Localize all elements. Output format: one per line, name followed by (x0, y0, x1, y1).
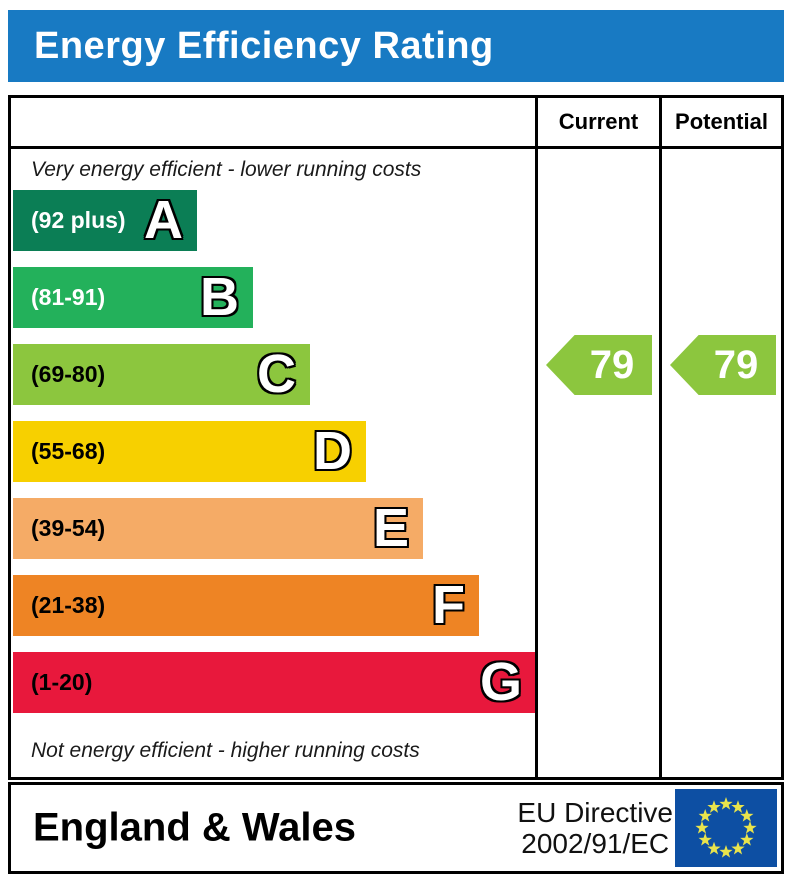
page-title: Energy Efficiency Rating (34, 24, 494, 67)
band-row-f: (21-38) F (13, 575, 479, 636)
footer: England & Wales EU Directive 2002/91/EC (8, 782, 784, 874)
band-range-label: (81-91) (31, 284, 106, 310)
band-letter: E (372, 497, 409, 558)
bottom-note: Not energy efficient - higher running co… (31, 739, 420, 762)
column-header-potential: Potential (659, 98, 781, 149)
eu-directive-line1: EU Directive (517, 797, 673, 828)
band-range-label: (55-68) (31, 438, 106, 464)
potential-rating-arrow-icon: 79 (670, 335, 776, 395)
table-corner-cell (11, 98, 535, 149)
band-row-c: (69-80) C (13, 344, 310, 405)
epc-rating-table: Current Potential Very energy efficient … (8, 95, 784, 780)
top-note: Very energy efficient - lower running co… (31, 158, 422, 181)
current-rating-column: 79 (535, 149, 659, 777)
potential-rating-column: 79 (659, 149, 781, 777)
eu-directive-label: EU Directive 2002/91/EC (517, 797, 673, 859)
band-row-b: (81-91) B (13, 267, 253, 328)
band-row-a: (92 plus) A (13, 190, 197, 251)
band-row-g: (1-20) G (13, 652, 536, 713)
band-letter: B (200, 266, 239, 327)
band-range-label: (92 plus) (31, 207, 126, 233)
current-rating-arrow-icon: 79 (546, 335, 652, 395)
current-rating-value: 79 (589, 343, 635, 387)
band-letter: A (144, 189, 183, 250)
eu-directive-line2: 2002/91/EC (521, 828, 670, 859)
band-range-label: (21-38) (31, 592, 106, 618)
band-range-label: (69-80) (31, 361, 106, 387)
region-label: England & Wales (33, 805, 357, 850)
band-row-e: (39-54) E (13, 498, 423, 559)
band-range-label: (39-54) (31, 515, 106, 541)
band-letter: D (313, 420, 352, 481)
column-header-current: Current (535, 98, 659, 149)
bands-column: Very energy efficient - lower running co… (11, 149, 536, 777)
band-range-label: (1-20) (31, 669, 93, 695)
band-letter: C (257, 343, 296, 404)
title-banner: Energy Efficiency Rating (8, 10, 784, 82)
potential-rating-value: 79 (713, 343, 759, 387)
band-letter: G (479, 651, 522, 712)
eu-flag-icon (675, 789, 777, 867)
band-row-d: (55-68) D (13, 421, 366, 482)
band-list: (92 plus) A (81-91) B (69-80) C (55-68) … (13, 190, 536, 713)
band-letter: F (432, 574, 465, 635)
